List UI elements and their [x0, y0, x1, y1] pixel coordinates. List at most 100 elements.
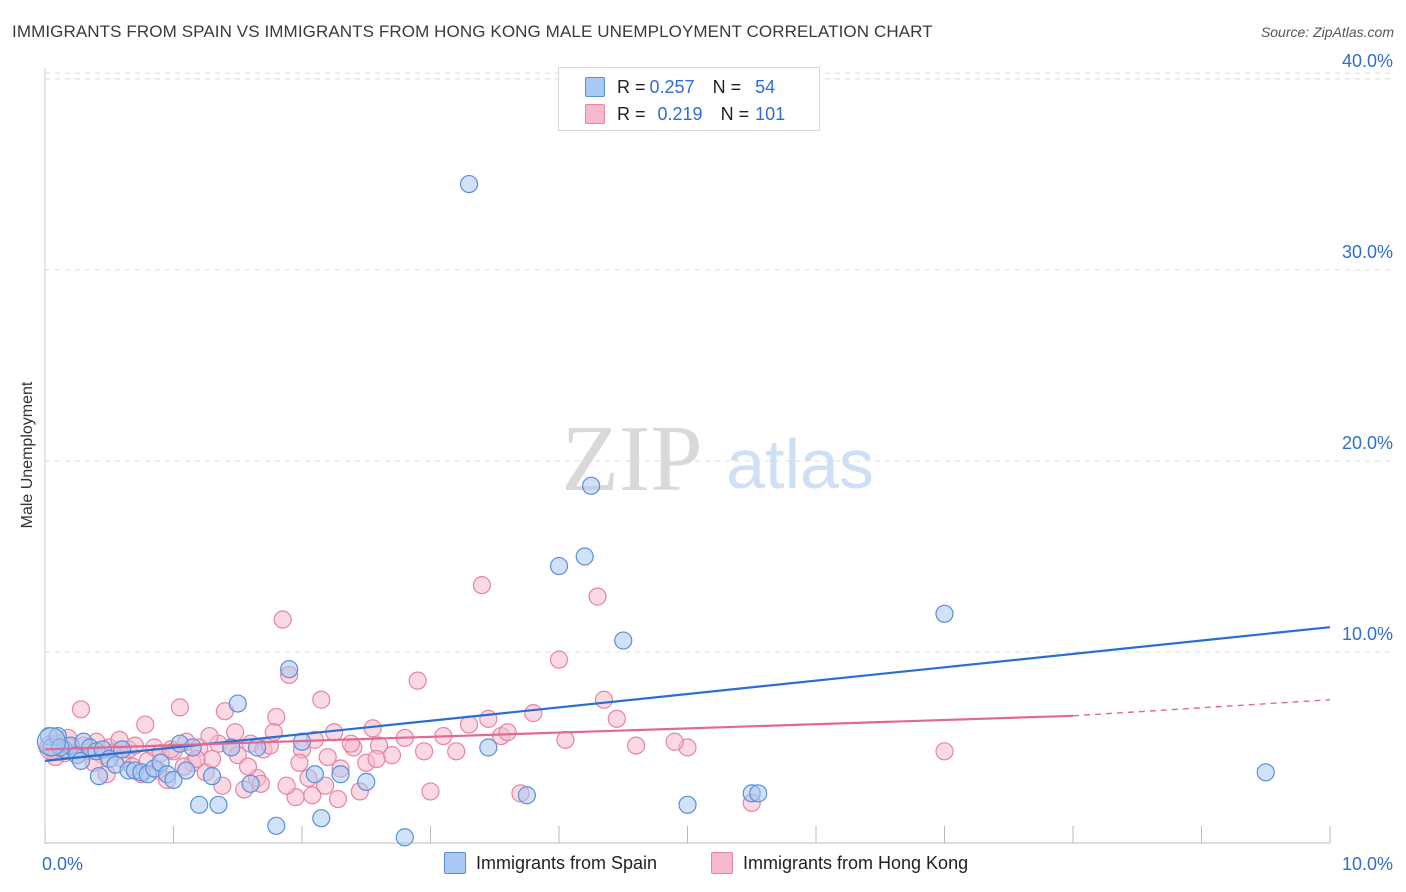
hongkong-point — [459, 715, 479, 734]
spain-point — [305, 765, 324, 784]
hongkong-point — [594, 690, 614, 709]
spain-point — [241, 774, 260, 793]
spain-points — [36, 174, 1275, 847]
source-label: Source: ZipAtlas.com — [1260, 24, 1394, 40]
spain-point — [280, 660, 299, 679]
trend-lines — [44, 626, 1331, 762]
spain-legend-swatch — [444, 852, 466, 874]
spain-point — [479, 738, 498, 757]
hongkong-legend-swatch — [711, 852, 733, 874]
spain-point — [177, 761, 196, 780]
hongkong-point — [341, 734, 360, 753]
hongkong-legend-label: Immigrants from Hong Kong — [743, 852, 969, 873]
spain-r-value: 0.257 — [649, 76, 695, 97]
spain-point — [209, 795, 228, 814]
spain-point — [112, 740, 132, 759]
watermark-atlas: atlas — [726, 425, 874, 503]
spain-point — [395, 828, 414, 847]
hongkong-point — [226, 723, 245, 742]
spain-point — [575, 547, 594, 566]
hongkong-point — [71, 700, 91, 719]
y-tick-label: 30.0% — [1342, 242, 1393, 262]
spain-point — [935, 604, 954, 623]
hongkong-point — [549, 650, 569, 669]
tick-labels: 10.0% 20.0% 30.0% 40.0% 0.0% 10.0% — [42, 51, 1393, 874]
hongkong-n-label: N = — [720, 103, 750, 124]
hongkong-point — [170, 698, 190, 717]
chart-title: IMMIGRANTS FROM SPAIN VS IMMIGRANTS FROM… — [12, 22, 933, 41]
spain-r-label: R = — [617, 76, 646, 97]
hongkong-point — [447, 742, 466, 761]
hongkong-point — [200, 726, 219, 746]
hongkong-point — [556, 730, 575, 749]
hongkong-point — [303, 786, 322, 805]
y-tick-label: 20.0% — [1342, 433, 1393, 453]
spain-point — [582, 476, 601, 495]
hongkong-point — [479, 709, 498, 728]
hongkong-trend-extension — [1072, 699, 1331, 717]
hongkong-trend-line — [44, 714, 1074, 751]
hongkong-point — [367, 749, 386, 769]
x-tick-label: 10.0% — [1342, 854, 1393, 874]
hongkong-point — [316, 776, 335, 795]
hongkong-point — [588, 587, 607, 606]
spain-point — [459, 174, 479, 194]
hongkong-point — [312, 690, 331, 709]
hongkong-point — [136, 715, 155, 734]
spain-trend-line — [44, 626, 1331, 762]
spain-point — [228, 694, 247, 713]
bottom-legend-hongkong[interactable]: Immigrants from Hong Kong — [711, 852, 968, 874]
hongkong-r-label: R = — [617, 103, 646, 124]
spain-n-value: 54 — [755, 76, 776, 97]
hongkong-point — [498, 723, 517, 742]
hongkong-point — [472, 576, 491, 595]
hongkong-n-value: 101 — [755, 103, 786, 124]
hongkong-point — [202, 749, 222, 769]
spain-point — [614, 631, 633, 650]
hongkong-point — [626, 736, 646, 755]
bottom-legend-spain[interactable]: Immigrants from Spain — [444, 852, 657, 874]
spain-point — [312, 809, 331, 828]
spain-n-label: N = — [712, 76, 742, 97]
spain-point — [678, 795, 697, 814]
spain-point — [357, 772, 376, 791]
legend-row-spain: R = 0.257 N = 54 — [585, 75, 775, 99]
hongkong-point — [318, 747, 337, 767]
spain-point — [1256, 763, 1275, 782]
hongkong-r-value: 0.219 — [657, 103, 703, 124]
spain-point — [190, 795, 209, 814]
hongkong-point — [238, 757, 258, 776]
hongkong-swatch — [585, 104, 605, 124]
x-tick-label: 0.0% — [42, 854, 83, 874]
spain-point — [331, 765, 350, 784]
spain-point — [549, 556, 569, 576]
hongkong-point — [524, 704, 543, 723]
hongkong-point — [277, 776, 296, 795]
y-tick-label: 40.0% — [1342, 51, 1393, 71]
spain-point — [267, 816, 286, 835]
hongkong-point — [607, 709, 626, 728]
hongkong-point — [935, 742, 954, 761]
spain-point-cluster — [36, 727, 67, 757]
spain-point — [517, 786, 536, 805]
legend-row-hongkong: R = 0.219 N = 101 — [585, 102, 785, 126]
spain-point — [89, 767, 109, 786]
spain-point — [164, 770, 183, 790]
spain-point — [749, 784, 768, 803]
spain-legend-label: Immigrants from Spain — [476, 852, 658, 873]
hongkong-point — [267, 707, 286, 727]
hongkong-point — [421, 782, 440, 801]
watermark-zip: ZIP — [562, 407, 703, 511]
y-tick-label: 10.0% — [1342, 624, 1393, 644]
hongkong-point — [408, 671, 427, 690]
spain-swatch — [585, 77, 605, 97]
spain-point — [202, 767, 222, 786]
hongkong-point — [665, 732, 684, 751]
hongkong-point — [273, 610, 292, 629]
axes — [44, 68, 1331, 844]
spain-point — [183, 738, 202, 757]
hongkong-point — [290, 753, 309, 772]
hongkong-point — [382, 746, 402, 765]
stats-legend: R = 0.257 N = 54 R = 0.219 N = 101 — [558, 67, 820, 131]
